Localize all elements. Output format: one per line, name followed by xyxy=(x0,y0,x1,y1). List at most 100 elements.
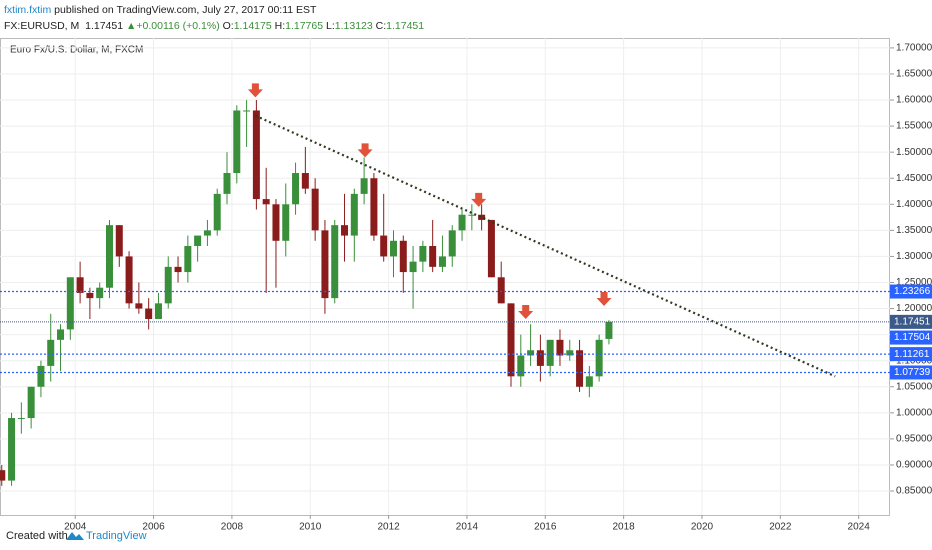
candle-body xyxy=(341,225,349,236)
down-arrow xyxy=(471,192,487,207)
candle-body xyxy=(76,277,84,293)
candle-body xyxy=(272,204,280,241)
x-tick-label: 2012 xyxy=(377,522,400,533)
x-tick-label: 2020 xyxy=(691,522,714,533)
candle-body xyxy=(507,303,515,377)
candle-body xyxy=(194,235,202,247)
y-tick-label: 1.65000 xyxy=(896,69,932,80)
prev-close-label-box xyxy=(890,330,932,345)
l: 1.13123 xyxy=(334,20,373,32)
candle-body xyxy=(243,110,251,112)
h-label: H: xyxy=(274,20,286,32)
candle-body xyxy=(605,321,613,339)
candle-body xyxy=(252,110,260,200)
author[interactable]: fxtim.fxtim xyxy=(4,4,52,16)
candle-body xyxy=(399,240,407,273)
y-tick-label: 1.25000 xyxy=(896,277,932,288)
o: 1.14175 xyxy=(233,20,272,32)
c-label: C: xyxy=(375,20,387,32)
header-line: fxtim.fxtim published on TradingView.com… xyxy=(4,4,316,16)
l-label: L: xyxy=(326,20,335,32)
x-tick-label: 2004 xyxy=(64,522,87,533)
candle-body xyxy=(282,204,290,241)
candle-body xyxy=(47,339,55,366)
candle-body xyxy=(546,339,554,366)
level-label-box xyxy=(890,284,932,299)
y-tick-label: 1.35000 xyxy=(896,225,932,236)
down-arrow xyxy=(596,291,612,306)
candle-body xyxy=(8,418,16,481)
trend-line xyxy=(254,114,836,378)
y-tick-label: 1.50000 xyxy=(896,147,932,158)
price-label-box xyxy=(890,314,932,329)
candle-body xyxy=(595,339,603,377)
level-label: 1.23266 xyxy=(894,286,931,297)
candle-body xyxy=(17,418,25,420)
candle-body xyxy=(331,225,339,299)
candle-body xyxy=(57,329,65,340)
y-tick-label: 1.70000 xyxy=(896,43,932,54)
candle-body xyxy=(115,225,123,257)
publish-text: published on TradingView.com, July 27, 2… xyxy=(54,4,317,16)
candle-body xyxy=(37,365,45,387)
candle-body xyxy=(438,256,446,267)
candle-body xyxy=(66,277,74,330)
candle-body xyxy=(585,376,593,387)
change-arrow: ▲ xyxy=(126,20,137,32)
candle-body xyxy=(292,173,300,205)
candle-body xyxy=(105,225,113,288)
candle-body xyxy=(487,219,495,278)
level-label-box xyxy=(890,365,932,380)
candle-body xyxy=(468,214,476,216)
change: +0.00116 (+0.1%) xyxy=(136,20,220,32)
x-tick-label: 2014 xyxy=(456,522,479,533)
y-tick-label: 1.10000 xyxy=(896,355,932,366)
x-tick-label: 2006 xyxy=(142,522,165,533)
candle-body xyxy=(389,240,397,257)
candle-body xyxy=(233,110,241,174)
y-tick-label: 1.60000 xyxy=(896,95,932,106)
x-tick-label: 2022 xyxy=(769,522,792,533)
plot-frame xyxy=(0,38,890,516)
candle-body xyxy=(478,214,486,220)
brand-logo xyxy=(66,532,84,540)
footer-brand[interactable]: TradingView xyxy=(86,530,147,542)
candle-body xyxy=(419,246,427,262)
y-tick-label: 1.55000 xyxy=(896,121,932,132)
candle-body xyxy=(184,246,192,273)
candle-body xyxy=(0,470,6,481)
y-tick-label: 1.00000 xyxy=(896,407,932,418)
candle-body xyxy=(360,178,368,194)
candle-body xyxy=(380,235,388,257)
prev-close-label: 1.17504 xyxy=(894,332,931,343)
y-tick-label: 1.20000 xyxy=(896,303,932,314)
last: 1.17451 xyxy=(85,20,124,32)
candle-body xyxy=(311,188,319,231)
level-label-box xyxy=(890,347,932,362)
candle-body xyxy=(458,214,466,231)
x-tick-label: 2024 xyxy=(848,522,871,533)
symbol: FX:EURUSD, M xyxy=(4,20,80,32)
y-tick-label: 1.45000 xyxy=(896,173,932,184)
candle-body xyxy=(135,303,143,309)
candle-body xyxy=(321,230,329,299)
candle-body xyxy=(566,350,574,356)
candle-body xyxy=(556,339,564,356)
candle-body xyxy=(86,292,94,299)
x-tick-label: 2010 xyxy=(299,522,322,533)
price-label: 1.17451 xyxy=(894,316,931,327)
candle-body xyxy=(576,350,584,387)
y-tick-label: 0.90000 xyxy=(896,460,932,471)
footer-created: Created with xyxy=(6,530,68,542)
x-tick-label: 2008 xyxy=(221,522,244,533)
candle-body xyxy=(497,277,505,304)
x-tick-label: 2018 xyxy=(613,522,636,533)
candle-body xyxy=(96,287,104,299)
y-tick-label: 0.85000 xyxy=(896,486,932,497)
candle-body xyxy=(429,246,437,267)
candle-body xyxy=(448,230,456,257)
candle-body xyxy=(223,173,231,194)
candle-body xyxy=(145,308,153,319)
